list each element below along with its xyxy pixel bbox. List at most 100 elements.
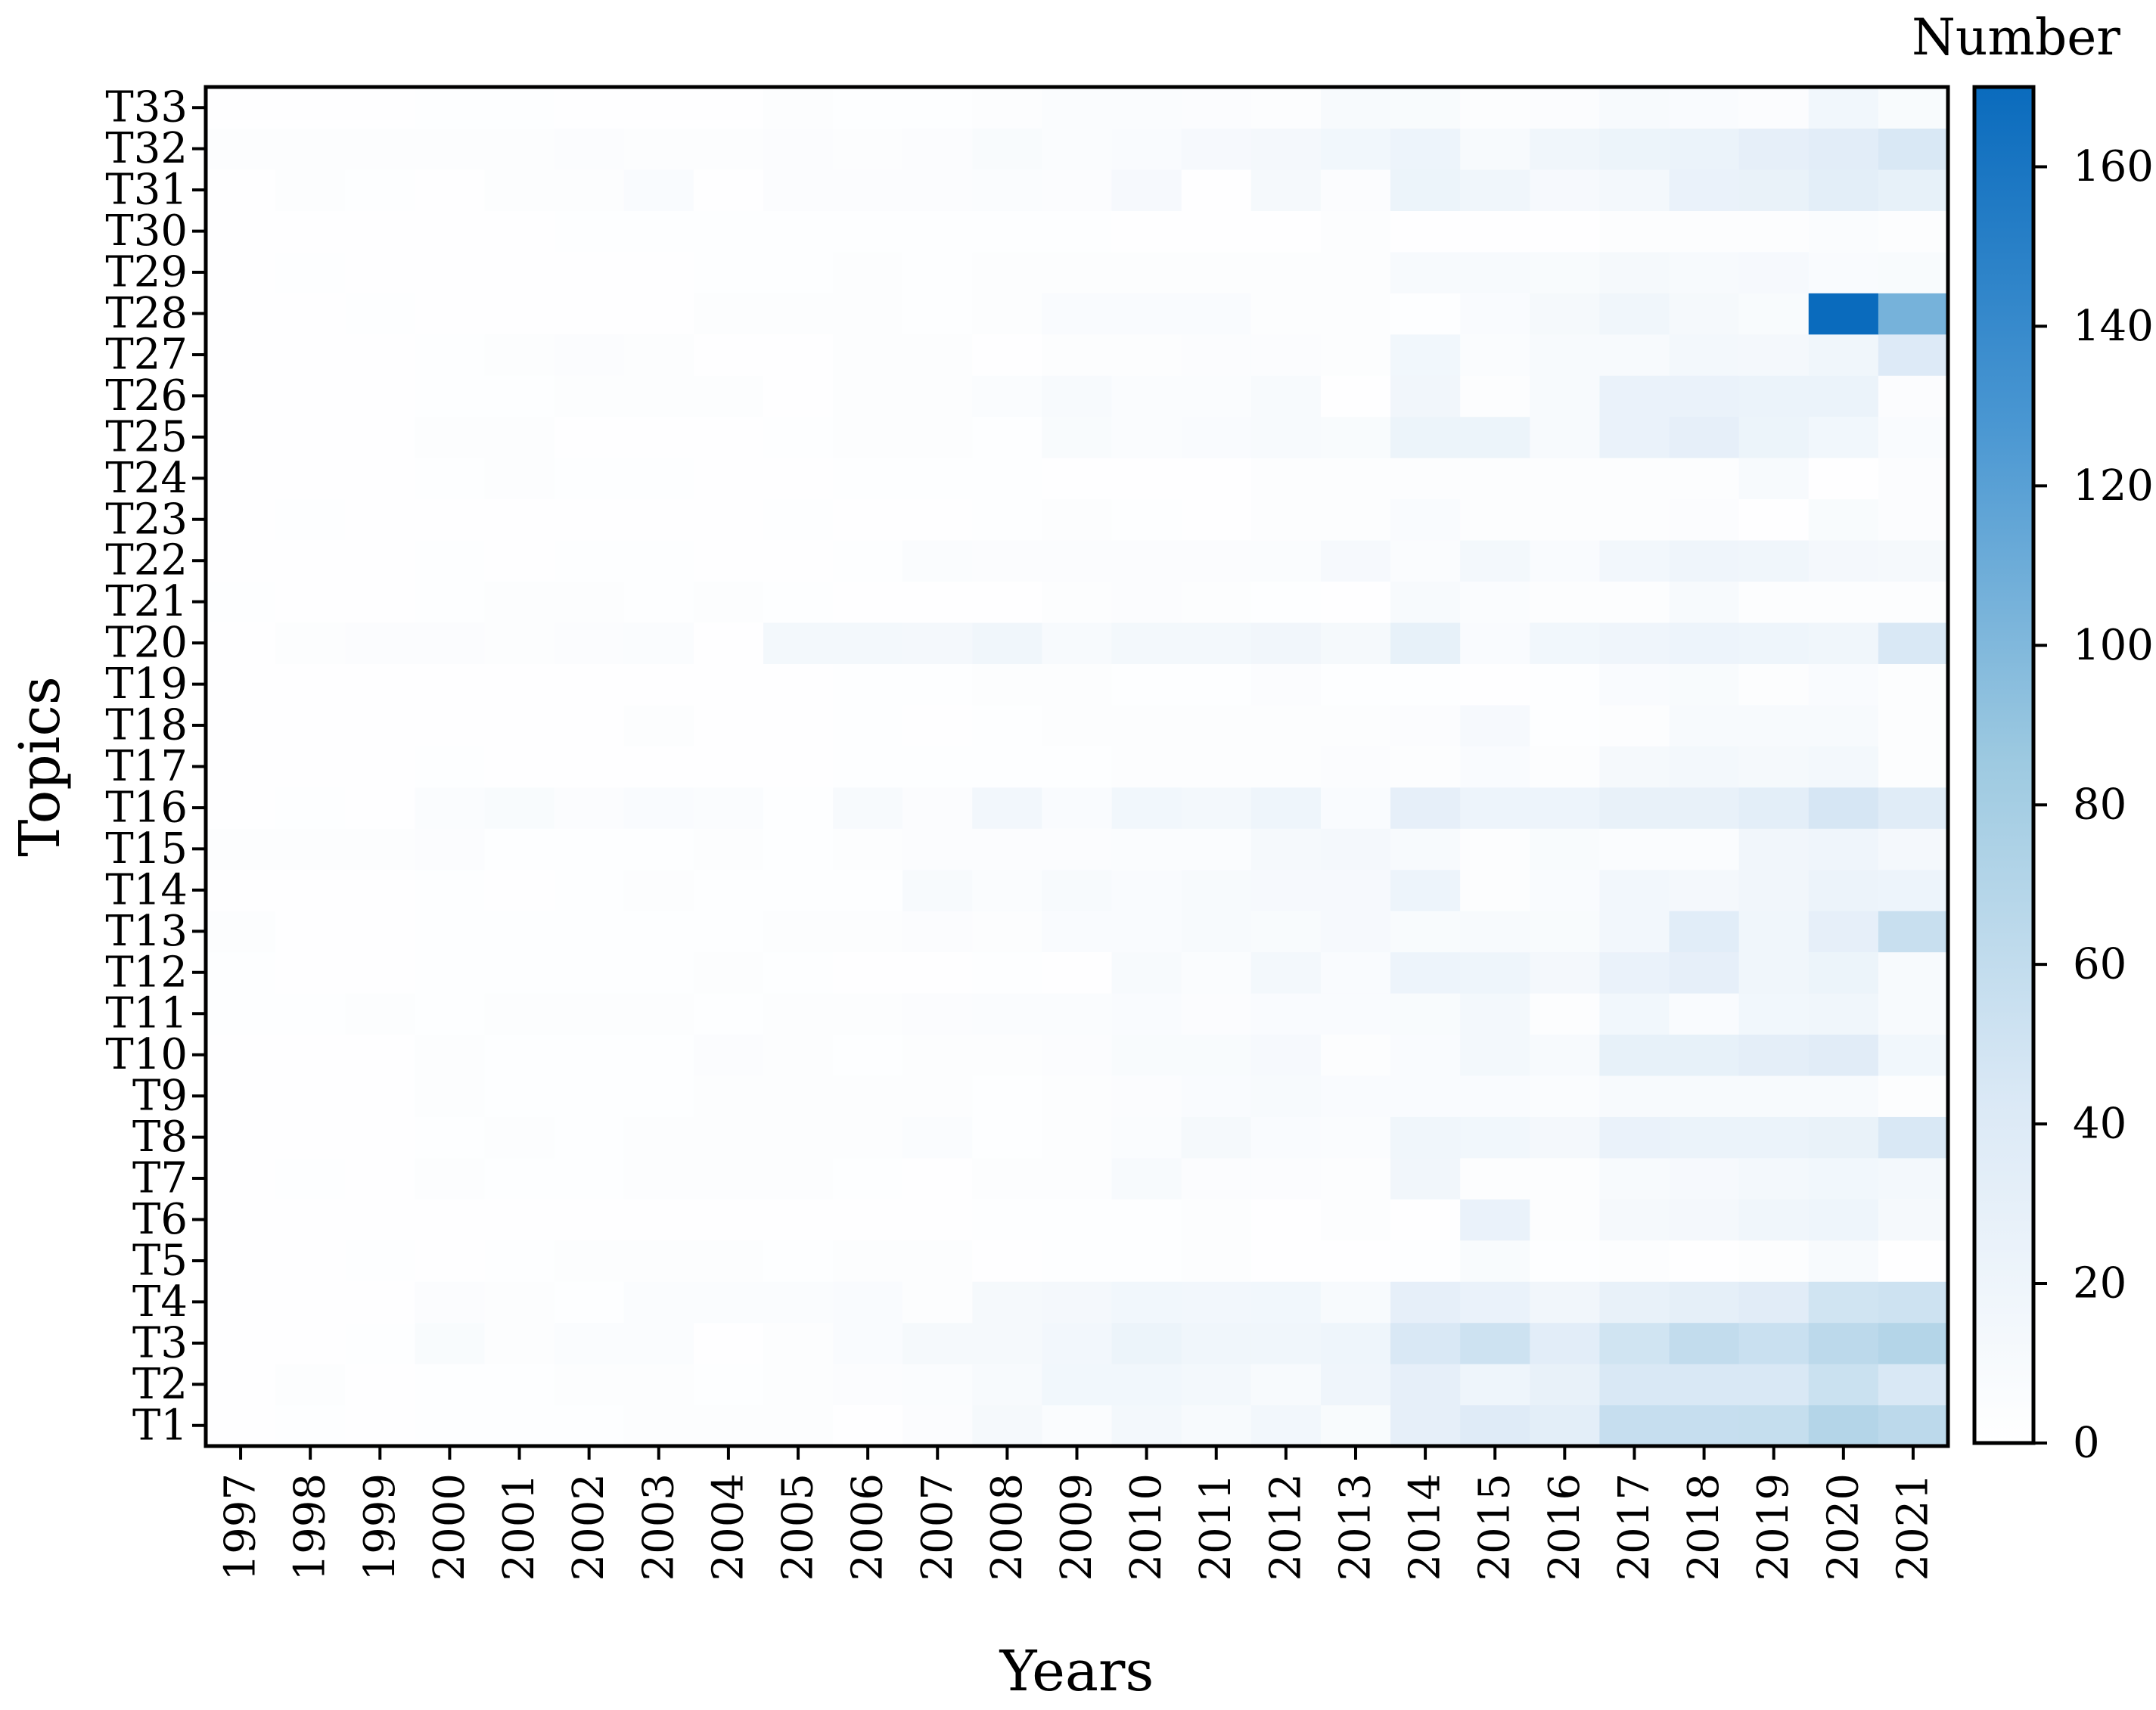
heatmap-cell xyxy=(1320,169,1391,211)
heatmap-cell xyxy=(1878,1116,1949,1159)
heatmap-cell xyxy=(1390,251,1461,293)
heatmap-cell xyxy=(1042,911,1113,953)
heatmap-cell xyxy=(1808,622,1879,664)
heatmap-cell xyxy=(1878,251,1949,293)
heatmap-cell xyxy=(833,951,903,994)
heatmap-cell xyxy=(554,828,625,871)
heatmap-cell xyxy=(1878,663,1949,706)
heatmap-cell xyxy=(554,1157,625,1199)
heatmap-cell xyxy=(1738,1364,1810,1406)
heatmap-cell xyxy=(693,87,764,129)
heatmap-cell xyxy=(345,540,415,582)
heatmap-cell xyxy=(1390,622,1461,664)
heatmap-cell xyxy=(1042,1199,1113,1241)
heatmap-cell xyxy=(623,828,694,871)
heatmap-cell xyxy=(1181,911,1252,953)
colorbar-tick-label: 120 xyxy=(2073,461,2154,511)
heatmap-cell xyxy=(554,1322,625,1364)
heatmap-cell xyxy=(206,251,276,293)
heatmap-cell xyxy=(484,1116,555,1159)
heatmap-cell xyxy=(1738,1034,1810,1076)
heatmap-cell xyxy=(1181,704,1252,746)
heatmap-cell xyxy=(902,828,973,871)
heatmap-cell xyxy=(902,1281,973,1324)
heatmap-cell xyxy=(1460,828,1530,871)
heatmap-cell xyxy=(1181,251,1252,293)
heatmap-cell xyxy=(345,375,415,417)
heatmap-cell xyxy=(1390,1116,1461,1159)
heatmap-cell xyxy=(1530,746,1600,788)
heatmap-cell xyxy=(1390,293,1461,335)
heatmap-cell xyxy=(1181,993,1252,1035)
heatmap-cell xyxy=(833,581,903,623)
heatmap-cell xyxy=(763,787,834,829)
heatmap-cell xyxy=(623,1116,694,1159)
heatmap-cell xyxy=(1808,1199,1879,1241)
heatmap-cell xyxy=(1111,911,1182,953)
heatmap-cell xyxy=(206,1322,276,1364)
heatmap-cell xyxy=(554,1116,625,1159)
heatmap-cell xyxy=(1460,704,1530,746)
heatmap-cell xyxy=(693,622,764,664)
colorbar-ticks: 0 20 40 60 80 100 120 140 160 xyxy=(2033,142,2154,1468)
heatmap-cell xyxy=(1460,540,1530,582)
heatmap-cell xyxy=(1878,1281,1949,1324)
heatmap-cell xyxy=(1599,498,1670,541)
heatmap-cell xyxy=(484,1364,555,1406)
heatmap-cell xyxy=(1878,1034,1949,1076)
heatmap-cell xyxy=(484,87,555,129)
heatmap-cell xyxy=(415,87,486,129)
heatmap-cell xyxy=(833,746,903,788)
heatmap-cell xyxy=(1390,1240,1461,1282)
heatmap-cell xyxy=(1320,251,1391,293)
heatmap-cell xyxy=(1530,293,1600,335)
heatmap-cell xyxy=(1599,1075,1670,1117)
heatmap-cell xyxy=(1390,87,1461,129)
heatmap-cell xyxy=(972,1075,1043,1117)
heatmap-cell xyxy=(1669,169,1740,211)
x-tick-label: 2001 xyxy=(495,1473,544,1581)
heatmap-cell xyxy=(1738,1281,1810,1324)
heatmap-cell xyxy=(1250,1034,1322,1076)
heatmap-cell xyxy=(972,1116,1043,1159)
heatmap-cell xyxy=(1390,169,1461,211)
heatmap-cell xyxy=(484,1075,555,1117)
y-tick-label: T5 xyxy=(132,1236,188,1285)
heatmap-cell xyxy=(1878,622,1949,664)
heatmap-cell xyxy=(415,622,486,664)
heatmap-cell xyxy=(1808,869,1879,911)
x-tick-label: 1997 xyxy=(216,1473,266,1581)
heatmap-cell xyxy=(1808,663,1879,706)
heatmap-cell xyxy=(554,128,625,170)
heatmap-cell xyxy=(275,416,346,458)
heatmap-cell xyxy=(1460,993,1530,1035)
heatmap-cell xyxy=(1808,1364,1879,1406)
heatmap-cell xyxy=(1460,1281,1530,1324)
heatmap-cell xyxy=(623,210,694,253)
heatmap-cell xyxy=(972,416,1043,458)
heatmap-cell xyxy=(972,1404,1043,1447)
heatmap-cell xyxy=(623,1404,694,1447)
heatmap-cell xyxy=(763,1199,834,1241)
heatmap-cell xyxy=(1808,128,1879,170)
heatmap-cell xyxy=(206,828,276,871)
heatmap-cell xyxy=(693,334,764,376)
x-tick-label: 2019 xyxy=(1749,1473,1798,1581)
heatmap-cell xyxy=(275,1404,346,1447)
heatmap-cell xyxy=(1460,1157,1530,1199)
heatmap-cell xyxy=(345,663,415,706)
heatmap-cell xyxy=(1042,1364,1113,1406)
heatmap-cell xyxy=(693,1240,764,1282)
heatmap-cell xyxy=(1320,951,1391,994)
heatmap-cell xyxy=(1808,1034,1879,1076)
heatmap-cell xyxy=(345,1075,415,1117)
heatmap-cell xyxy=(1320,498,1391,541)
heatmap-cell xyxy=(1390,993,1461,1035)
heatmap-cell xyxy=(902,375,973,417)
heatmap-cell xyxy=(554,375,625,417)
heatmap-cell xyxy=(1042,622,1113,664)
heatmap-cell xyxy=(1460,581,1530,623)
heatmap-cell xyxy=(1530,622,1600,664)
heatmap-cell xyxy=(1181,663,1252,706)
